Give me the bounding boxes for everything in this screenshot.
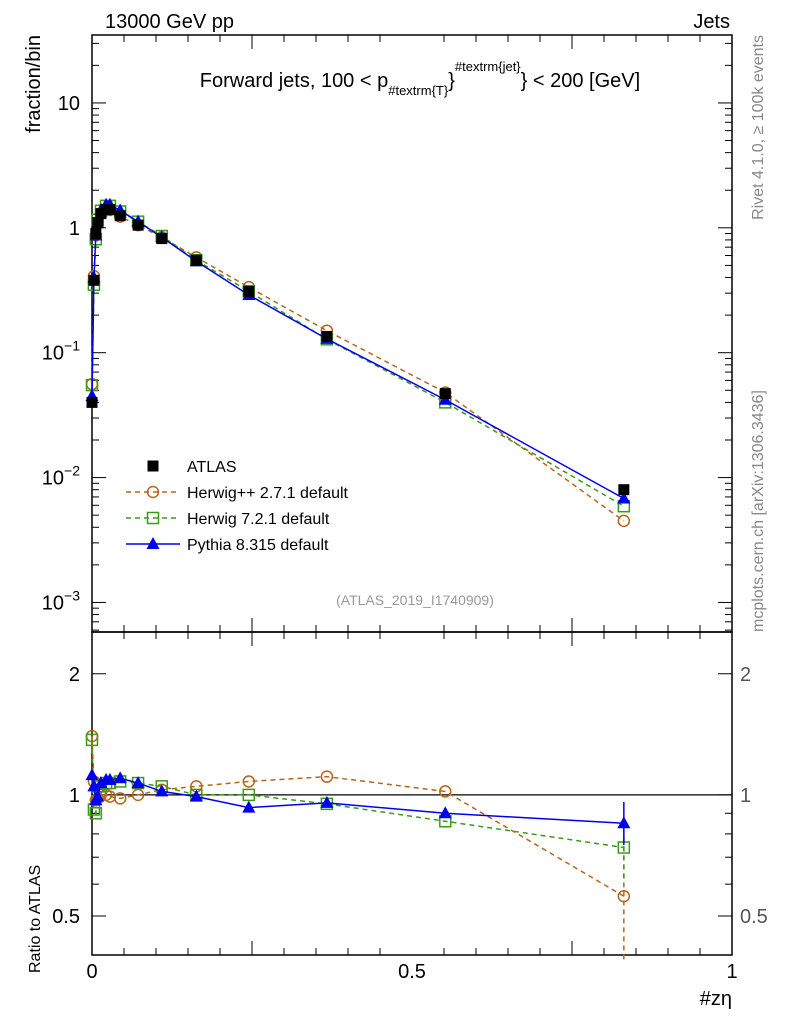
atlas-point	[132, 219, 144, 231]
herwig-2-7-1-default-ratio-point	[242, 775, 256, 788]
herwig-2-7-1-default-ratio-point	[320, 770, 334, 783]
y-tick-base: 10	[42, 468, 64, 490]
ratio-y-tick-label-right: 1	[740, 785, 751, 807]
main-title: Forward jets, 100 < p#textrm{T}}#textrm{…	[200, 59, 640, 98]
herwig-7-2-1-default-line	[91, 205, 625, 507]
herwig-2-7-1-default-ratio-line	[91, 736, 625, 897]
pythia-8-315-default-ratio-point	[113, 771, 127, 784]
legend-marker-pythia-8-315-default	[146, 537, 160, 549]
ratio-y-tick-label-right: 2	[740, 664, 751, 686]
herwig-7-2-1-default-ratio-point	[242, 788, 256, 802]
ratio-y-tick-label: 0.5	[52, 906, 80, 928]
herwig-2-7-1-default-ratio-point	[113, 792, 127, 805]
pythia-8-315-default-ratio-point	[94, 776, 108, 789]
pythia-8-315-default-ratio-line	[91, 774, 624, 825]
ratio-y-tick-label: 2	[69, 664, 80, 686]
header-left: 13000 GeV pp	[105, 11, 234, 33]
pythia-8-315-default-ratio-point	[103, 772, 117, 785]
analysis-id: (ATLAS_2019_I1740909)	[336, 592, 494, 608]
x-axis-label: #zη	[700, 988, 732, 1010]
ratio-panel: 2 2 1 1 0.5 0.5 0 0.5 1	[52, 631, 768, 983]
pythia-8-315-default-ratio-point	[155, 784, 169, 797]
legend-marker-atlas	[147, 460, 159, 472]
pythia-8-315-default-ratio-point	[189, 789, 203, 802]
pythia-8-315-default-line	[91, 204, 625, 500]
pythia-8-315-default-ratio-point	[242, 800, 256, 813]
mcplots-text: mcplots.cern.ch [arXiv:1306.3436]	[750, 390, 767, 632]
atlas-point	[104, 204, 116, 216]
atlas-point	[243, 285, 255, 297]
rivet-version-text: Rivet 4.1.0, ≥ 100k events	[750, 35, 767, 220]
y-tick-exponent: −3	[64, 587, 80, 603]
y-tick-label: 10−1	[42, 338, 80, 365]
atlas-point	[439, 388, 451, 400]
herwig-2-7-1-default-line	[91, 208, 625, 522]
x-tick-label: 1	[726, 961, 737, 983]
pythia-8-315-default-point	[617, 491, 631, 504]
herwig-2-7-1-default-ratio-point	[131, 788, 145, 802]
pythia-8-315-default-ratio-point	[617, 816, 631, 829]
legend-label-herwig-2-7-1-default: Herwig++ 2.7.1 default	[187, 485, 349, 502]
y-tick-base: 1	[69, 218, 80, 240]
pythia-8-315-default-ratio-point	[91, 789, 105, 802]
atlas-point	[90, 228, 102, 240]
x-tick-label: 0.5	[398, 961, 426, 983]
y-tick-base: 10	[42, 592, 64, 614]
pythia-8-315-default-ratio-point	[320, 795, 334, 808]
y-tick-label: 10	[58, 93, 80, 115]
x-tick-label: 0	[86, 961, 97, 983]
y-tick-label: 1	[69, 218, 80, 240]
atlas-point	[321, 330, 333, 342]
y-tick-label: 10−2	[42, 463, 80, 490]
legend-label-pythia-8-315-default: Pythia 8.315 default	[187, 537, 329, 554]
y-tick-base: 10	[42, 343, 64, 365]
atlas-point	[618, 484, 630, 496]
y-axis-label-main: fraction/bin	[23, 35, 45, 133]
y-axis-label-ratio: Ratio to ATLAS	[27, 865, 44, 973]
y-tick-base: 10	[58, 93, 80, 115]
y-tick-exponent: −2	[64, 463, 80, 479]
atlas-point	[86, 396, 98, 408]
herwig-2-7-1-default-ratio-point	[617, 889, 631, 903]
pythia-8-315-default-ratio-point	[87, 779, 101, 792]
atlas-point	[190, 254, 202, 266]
ratio-y-tick-label-right: 0.5	[740, 906, 768, 928]
y-tick-label: 10−3	[42, 587, 80, 614]
pythia-8-315-default-ratio-point	[85, 768, 99, 781]
herwig-2-7-1-default-ratio-point	[439, 785, 452, 798]
atlas-point	[114, 210, 126, 222]
pythia-8-315-default-ratio-point	[438, 806, 452, 819]
pythia-8-315-default-ratio-point	[131, 776, 145, 789]
ratio-y-tick-label: 1	[69, 785, 80, 807]
legend-label-herwig-7-2-1-default: Herwig 7.2.1 default	[187, 511, 330, 528]
atlas-point	[156, 233, 168, 245]
herwig-7-2-1-default-ratio-point	[89, 807, 103, 820]
herwig-2-7-1-default-point	[617, 514, 631, 528]
atlas-point	[88, 274, 100, 286]
ratio-frame	[91, 631, 733, 956]
herwig-7-2-1-default-ratio-point	[85, 733, 99, 747]
y-tick-exponent: −1	[64, 338, 80, 354]
legend: ATLAS Herwig++ 2.7.1 default Herwig 7.2.1 …	[126, 459, 349, 554]
legend-label-atlas: ATLAS	[187, 459, 237, 476]
legend-marker-herwig-2-7-1-default	[146, 485, 160, 499]
legend-marker-herwig-7-2-1-default	[146, 511, 160, 525]
header-right: Jets	[693, 11, 730, 33]
atlas-point	[92, 217, 104, 229]
